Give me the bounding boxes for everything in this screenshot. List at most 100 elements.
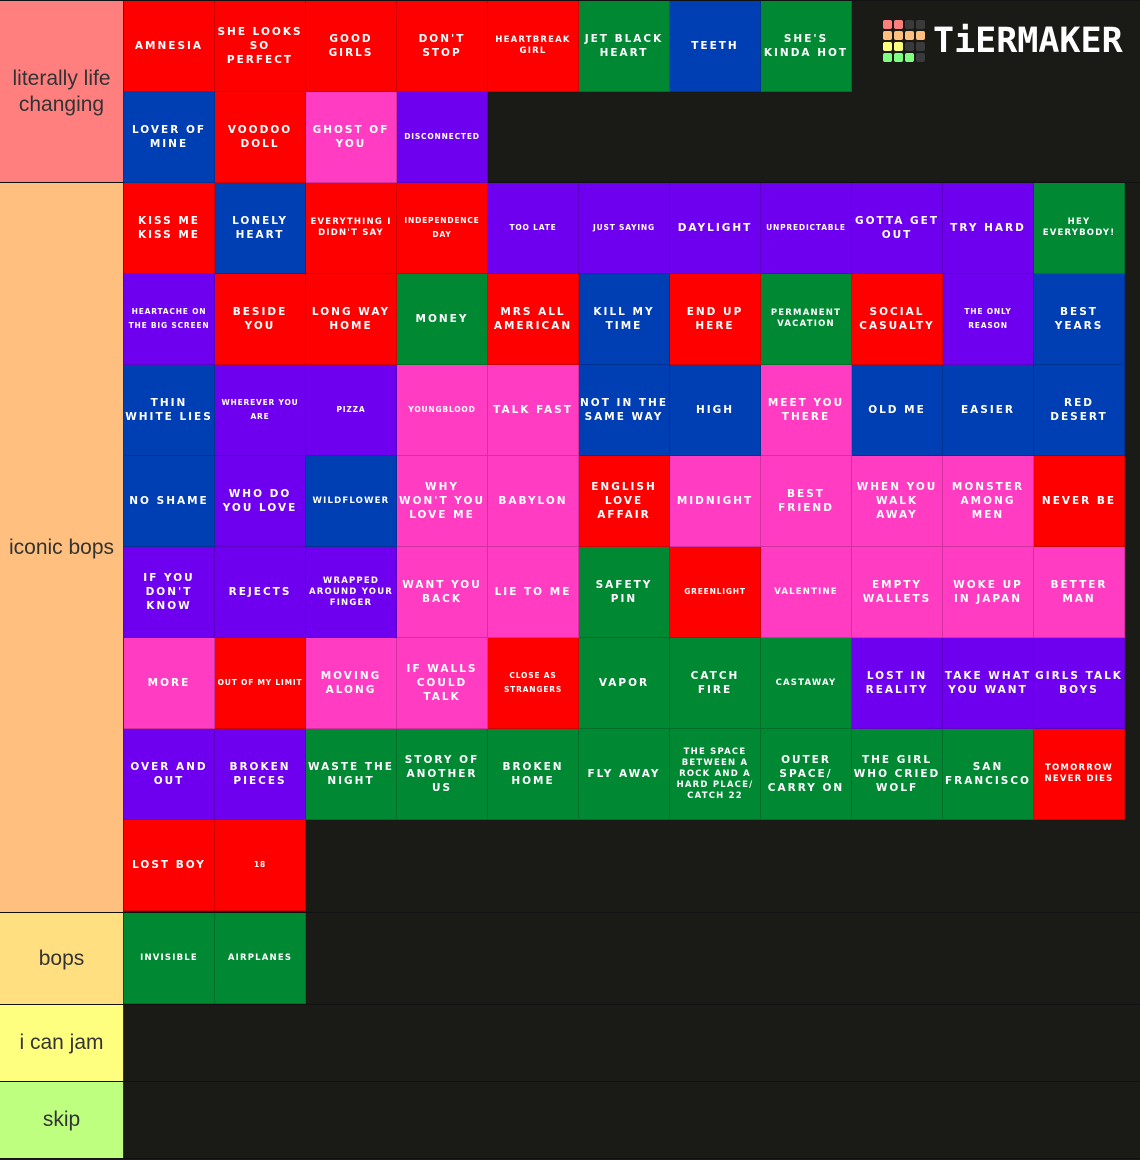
song-tile[interactable]: ENGLISH LOVE AFFAIR [579,456,670,547]
song-tile[interactable]: NO SHAME [124,456,215,547]
song-tile[interactable]: GIRLS TALK BOYS [1034,638,1125,729]
song-tile[interactable]: HEY EVERYBODY! [1034,183,1125,274]
song-tile[interactable]: GREENLIGHT [670,547,761,638]
song-tile[interactable]: BESIDE YOU [215,274,306,365]
song-tile[interactable]: UNPREDICTABLE [761,183,852,274]
song-tile[interactable]: BEST YEARS [1034,274,1125,365]
tier-items[interactable]: KISS ME KISS ME LONELY HEART EVERYTHING I … [124,183,1140,912]
song-tile[interactable]: DISCONNECTED [397,92,488,183]
song-tile[interactable]: WHEREVER YOU ARE [215,365,306,456]
song-tile[interactable]: INVISIBLE [124,913,215,1004]
song-tile[interactable]: JUST SAYING [579,183,670,274]
song-tile[interactable]: YOUNGBLOOD [397,365,488,456]
song-tile[interactable]: BROKEN HOME [488,729,579,820]
song-tile[interactable]: MONSTER AMONG MEN [943,456,1034,547]
song-tile[interactable]: LONELY HEART [215,183,306,274]
tier-items[interactable]: AMNESIA SHE LOOKS SO PERFECT GOOD GIRLS DON… [124,1,1140,183]
song-tile[interactable]: AIRPLANES [215,913,306,1004]
song-tile[interactable]: WHO DO YOU LOVE [215,456,306,547]
song-tile[interactable]: THE GIRL WHO CRIED WOLF [852,729,943,820]
song-tile[interactable]: GHOST OF YOU [306,92,397,183]
song-tile[interactable]: STORY OF ANOTHER US [397,729,488,820]
song-tile[interactable]: 18 [215,820,306,911]
song-tile[interactable]: VOODOO DOLL [215,92,306,183]
song-tile[interactable]: MONEY [397,274,488,365]
song-tile[interactable]: OUT OF MY LIMIT [215,638,306,729]
song-tile[interactable]: AMNESIA [124,1,215,92]
song-tile[interactable]: LOST BOY [124,820,215,911]
song-tile[interactable]: EASIER [943,365,1034,456]
song-tile[interactable]: NEVER BE [1034,456,1125,547]
song-tile[interactable]: THE SPACE BETWEEN A ROCK AND A HARD PLAC… [670,729,761,820]
song-tile[interactable]: LOST IN REALITY [852,638,943,729]
song-tile[interactable]: REJECTS [215,547,306,638]
song-tile[interactable]: TRY HARD [943,183,1034,274]
tier-label[interactable]: skip [0,1082,124,1158]
song-tile[interactable]: BROKEN PIECES [215,729,306,820]
song-tile[interactable]: CATCH FIRE [670,638,761,729]
song-tile[interactable]: SAN FRANCISCO [943,729,1034,820]
song-tile[interactable]: MIDNIGHT [670,456,761,547]
song-tile[interactable]: NOT IN THE SAME WAY [579,365,670,456]
song-tile[interactable]: CLOSE AS STRANGERS [488,638,579,729]
song-tile[interactable]: MRS ALL AMERICAN [488,274,579,365]
tier-label[interactable]: i can jam [0,1005,124,1081]
tier-label[interactable]: iconic bops [0,183,124,912]
song-tile[interactable]: WHEN YOU WALK AWAY [852,456,943,547]
tier-items[interactable]: INVISIBLE AIRPLANES [124,913,1140,1004]
song-tile[interactable]: WHY WON'T YOU LOVE ME [397,456,488,547]
song-tile[interactable]: VALENTINE [761,547,852,638]
song-tile[interactable]: LONG WAY HOME [306,274,397,365]
song-tile[interactable]: INDEPENDENCE DAY [397,183,488,274]
song-tile[interactable]: THE ONLY REASON [943,274,1034,365]
song-tile[interactable]: OVER AND OUT [124,729,215,820]
song-tile[interactable]: HEARTBREAK GIRL [488,1,579,92]
song-tile[interactable]: MORE [124,638,215,729]
song-tile[interactable]: GOOD GIRLS [306,1,397,92]
song-tile[interactable]: TEETH [670,1,761,92]
song-tile[interactable]: TALK FAST [488,365,579,456]
song-tile[interactable]: WILDFLOWER [306,456,397,547]
song-tile[interactable]: TOO LATE [488,183,579,274]
song-tile[interactable]: EVERYTHING I DIDN'T SAY [306,183,397,274]
song-tile[interactable]: OUTER SPACE/ CARRY ON [761,729,852,820]
song-tile[interactable]: END UP HERE [670,274,761,365]
song-tile[interactable]: HEARTACHE ON THE BIG SCREEN [124,274,215,365]
song-tile[interactable]: THIN WHITE LIES [124,365,215,456]
song-tile[interactable]: WRAPPED AROUND YOUR FINGER [306,547,397,638]
song-tile[interactable]: SOCIAL CASUALTY [852,274,943,365]
song-tile[interactable]: WANT YOU BACK [397,547,488,638]
song-tile[interactable]: SAFETY PIN [579,547,670,638]
song-tile[interactable]: WOKE UP IN JAPAN [943,547,1034,638]
tier-label[interactable]: bops [0,913,124,1004]
song-tile[interactable]: PERMANENT VACATION [761,274,852,365]
song-tile[interactable]: LOVER OF MINE [124,92,215,183]
song-tile[interactable]: OLD ME [852,365,943,456]
song-tile[interactable]: LIE TO ME [488,547,579,638]
song-tile[interactable]: KISS ME KISS ME [124,183,215,274]
song-tile[interactable]: DON'T STOP [397,1,488,92]
song-tile[interactable]: GOTTA GET OUT [852,183,943,274]
song-tile[interactable]: MEET YOU THERE [761,365,852,456]
song-tile[interactable]: VAPOR [579,638,670,729]
song-tile[interactable]: BEST FRIEND [761,456,852,547]
song-tile[interactable]: EMPTY WALLETS [852,547,943,638]
song-tile[interactable]: PIZZA [306,365,397,456]
song-tile[interactable]: MOVING ALONG [306,638,397,729]
song-tile[interactable]: DAYLIGHT [670,183,761,274]
song-tile[interactable]: KILL MY TIME [579,274,670,365]
song-tile[interactable]: TOMORROW NEVER DIES [1034,729,1125,820]
tier-items[interactable] [124,1005,1140,1081]
song-tile[interactable]: IF WALLS COULD TALK [397,638,488,729]
tier-items[interactable] [124,1082,1140,1158]
song-tile[interactable]: TAKE WHAT YOU WANT [943,638,1034,729]
song-tile[interactable]: HIGH [670,365,761,456]
song-tile[interactable]: WASTE THE NIGHT [306,729,397,820]
song-tile[interactable]: JET BLACK HEART [579,1,670,92]
song-tile[interactable]: RED DESERT [1034,365,1125,456]
song-tile[interactable]: BABYLON [488,456,579,547]
song-tile[interactable]: CASTAWAY [761,638,852,729]
song-tile[interactable]: SHE'S KINDA HOT [761,1,852,92]
song-tile[interactable]: FLY AWAY [579,729,670,820]
song-tile[interactable]: BETTER MAN [1034,547,1125,638]
